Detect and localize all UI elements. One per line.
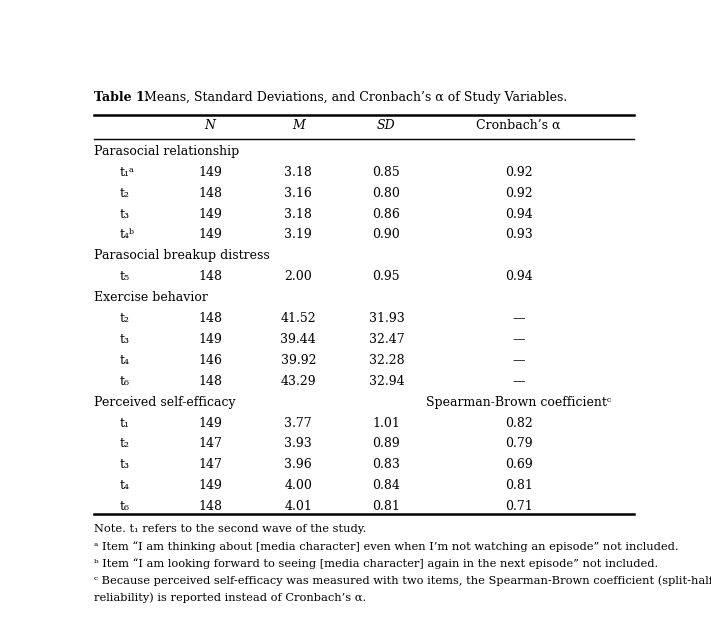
Text: SD: SD bbox=[377, 119, 396, 132]
Text: 43.29: 43.29 bbox=[280, 375, 316, 387]
Text: 147: 147 bbox=[198, 458, 222, 471]
Text: t₂: t₂ bbox=[119, 186, 129, 200]
Text: Parasocial breakup distress: Parasocial breakup distress bbox=[95, 249, 270, 262]
Text: 31.93: 31.93 bbox=[368, 312, 405, 325]
Text: 0.83: 0.83 bbox=[373, 458, 400, 471]
Text: 149: 149 bbox=[198, 479, 222, 492]
Text: t₄ᵇ: t₄ᵇ bbox=[119, 228, 134, 241]
Text: 149: 149 bbox=[198, 333, 222, 346]
Text: reliability) is reported instead of Cronbach’s α.: reliability) is reported instead of Cron… bbox=[95, 593, 367, 603]
Text: 4.00: 4.00 bbox=[284, 479, 312, 492]
Text: 0.94: 0.94 bbox=[505, 207, 533, 220]
Text: 32.28: 32.28 bbox=[368, 354, 405, 367]
Text: ᵇ Item “I am looking forward to seeing [media character] again in the next episo: ᵇ Item “I am looking forward to seeing [… bbox=[95, 558, 658, 569]
Text: —: — bbox=[513, 354, 525, 367]
Text: t₄: t₄ bbox=[119, 354, 129, 367]
Text: 3.16: 3.16 bbox=[284, 186, 312, 200]
Text: Parasocial relationship: Parasocial relationship bbox=[95, 145, 240, 158]
Text: 3.96: 3.96 bbox=[284, 458, 312, 471]
Text: 0.82: 0.82 bbox=[505, 416, 533, 429]
Text: t₆: t₆ bbox=[119, 375, 129, 387]
Text: 148: 148 bbox=[198, 375, 222, 387]
Text: 0.92: 0.92 bbox=[505, 186, 533, 200]
Text: 4.01: 4.01 bbox=[284, 500, 312, 513]
Text: 148: 148 bbox=[198, 186, 222, 200]
Text: t₆: t₆ bbox=[119, 500, 129, 513]
Text: t₃: t₃ bbox=[119, 458, 129, 471]
Text: 0.84: 0.84 bbox=[373, 479, 400, 492]
Text: —: — bbox=[513, 333, 525, 346]
Text: t₅: t₅ bbox=[119, 270, 129, 283]
Text: ᵃ Item “I am thinking about [media character] even when I’m not watching an epis: ᵃ Item “I am thinking about [media chara… bbox=[95, 541, 679, 552]
Text: 0.94: 0.94 bbox=[505, 270, 533, 283]
Text: 1.01: 1.01 bbox=[373, 416, 400, 429]
Text: 0.81: 0.81 bbox=[505, 479, 533, 492]
Text: —: — bbox=[513, 312, 525, 325]
Text: 0.92: 0.92 bbox=[505, 166, 533, 179]
Text: 0.79: 0.79 bbox=[505, 437, 533, 450]
Text: t₄: t₄ bbox=[119, 479, 129, 492]
Text: 149: 149 bbox=[198, 416, 222, 429]
Text: 2.00: 2.00 bbox=[284, 270, 312, 283]
Text: 32.94: 32.94 bbox=[368, 375, 405, 387]
Text: 146: 146 bbox=[198, 354, 222, 367]
Text: t₁: t₁ bbox=[119, 416, 129, 429]
Text: 0.86: 0.86 bbox=[373, 207, 400, 220]
Text: 0.93: 0.93 bbox=[505, 228, 533, 241]
Text: N: N bbox=[205, 119, 215, 132]
Text: 39.44: 39.44 bbox=[280, 333, 316, 346]
Text: 41.52: 41.52 bbox=[280, 312, 316, 325]
Text: 147: 147 bbox=[198, 437, 222, 450]
Text: ᶜ Because perceived self-efficacy was measured with two items, the Spearman-Brow: ᶜ Because perceived self-efficacy was me… bbox=[95, 576, 711, 586]
Text: Note. t₁ refers to the second wave of the study.: Note. t₁ refers to the second wave of th… bbox=[95, 524, 367, 534]
Text: 3.18: 3.18 bbox=[284, 207, 312, 220]
Text: Exercise behavior: Exercise behavior bbox=[95, 291, 208, 304]
Text: Means, Standard Deviations, and Cronbach’s α of Study Variables.: Means, Standard Deviations, and Cronbach… bbox=[140, 91, 567, 104]
Text: 3.93: 3.93 bbox=[284, 437, 312, 450]
Text: 0.81: 0.81 bbox=[373, 500, 400, 513]
Text: 0.89: 0.89 bbox=[373, 437, 400, 450]
Text: 39.92: 39.92 bbox=[281, 354, 316, 367]
Text: 148: 148 bbox=[198, 500, 222, 513]
Text: 149: 149 bbox=[198, 166, 222, 179]
Text: Perceived self-efficacy: Perceived self-efficacy bbox=[95, 395, 236, 408]
Text: M: M bbox=[292, 119, 304, 132]
Text: 32.47: 32.47 bbox=[368, 333, 405, 346]
Text: t₁ᵃ: t₁ᵃ bbox=[119, 166, 134, 179]
Text: 0.80: 0.80 bbox=[373, 186, 400, 200]
Text: 0.95: 0.95 bbox=[373, 270, 400, 283]
Text: 3.19: 3.19 bbox=[284, 228, 312, 241]
Text: 0.85: 0.85 bbox=[373, 166, 400, 179]
Text: 0.69: 0.69 bbox=[505, 458, 533, 471]
Text: 148: 148 bbox=[198, 312, 222, 325]
Text: —: — bbox=[513, 375, 525, 387]
Text: t₂: t₂ bbox=[119, 312, 129, 325]
Text: Spearman-Brown coefficientᶜ: Spearman-Brown coefficientᶜ bbox=[426, 395, 611, 408]
Text: 148: 148 bbox=[198, 270, 222, 283]
Text: 3.77: 3.77 bbox=[284, 416, 312, 429]
Text: t₃: t₃ bbox=[119, 333, 129, 346]
Text: t₃: t₃ bbox=[119, 207, 129, 220]
Text: t₂: t₂ bbox=[119, 437, 129, 450]
Text: 149: 149 bbox=[198, 228, 222, 241]
Text: 149: 149 bbox=[198, 207, 222, 220]
Text: 0.90: 0.90 bbox=[373, 228, 400, 241]
Text: Cronbach’s α: Cronbach’s α bbox=[476, 119, 561, 132]
Text: 3.18: 3.18 bbox=[284, 166, 312, 179]
Text: 0.71: 0.71 bbox=[505, 500, 533, 513]
Text: Table 1.: Table 1. bbox=[95, 91, 149, 104]
